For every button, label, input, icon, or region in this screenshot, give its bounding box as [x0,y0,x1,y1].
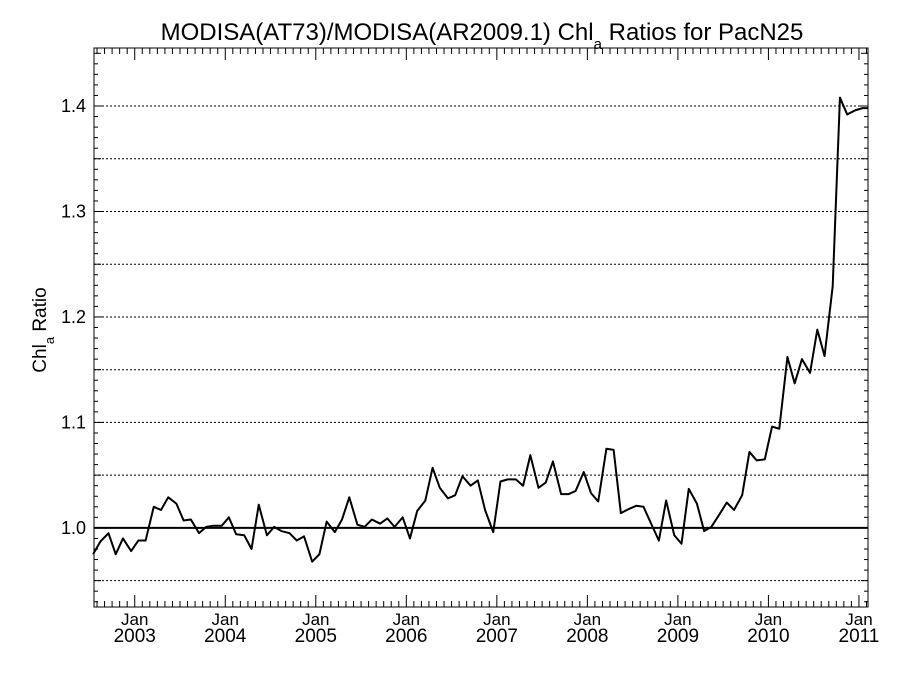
x-tick-year-label: 2007 [476,626,518,647]
chart-title-prefix: MODISA(AT73)/MODISA(AR2009.1) Chl [161,19,594,46]
x-tick-month-label: Jan [664,610,691,629]
chart-title-suffix: Ratios for PacN25 [602,19,803,46]
y-axis-label: Chla Ratio [30,287,57,372]
y-axis-label-subscript: a [42,336,57,344]
y-tick-label: 1.3 [61,201,86,221]
x-tick-year-label: 2010 [747,626,789,647]
x-tick-month-label: Jan [121,610,148,629]
y-tick-labels: 1.0 1.1 1.2 1.3 1.4 [61,96,86,538]
y-axis-label-main: Chl [30,344,51,373]
chart-title-subscript: a [594,36,603,53]
x-tick-month-label: Jan [755,610,782,629]
x-tick-labels: Jan2003Jan2004Jan2005Jan2006Jan2007Jan20… [114,610,880,647]
y-axis-label-suffix: Ratio [30,287,51,337]
x-tick-year-label: 2003 [114,626,156,647]
y-tick-label: 1.1 [61,412,86,432]
grid-lines [94,105,868,582]
x-tick-month-label: Jan [393,610,420,629]
x-tick-month-label: Jan [845,610,872,629]
x-tick-month-label: Jan [302,610,329,629]
x-tick-year-label: 2006 [385,626,427,647]
x-tick-month-label: Jan [212,610,239,629]
axis-ticks [94,48,868,607]
y-tick-label: 1.0 [61,518,86,538]
x-tick-month-label: Jan [574,610,601,629]
x-tick-month-label: Jan [483,610,510,629]
y-tick-label: 1.4 [61,96,86,116]
series-line [92,96,868,563]
x-tick-year-label: 2008 [566,626,608,647]
plot-area-frame [93,47,869,608]
y-tick-label: 1.2 [61,307,86,327]
chart-title: MODISA(AT73)/MODISA(AR2009.1) Chla Ratio… [161,19,804,53]
x-tick-year-label: 2005 [295,626,337,647]
x-tick-year-label: 2011 [839,626,880,647]
x-tick-year-label: 2004 [204,626,247,647]
x-tick-year-label: 2009 [657,626,699,647]
